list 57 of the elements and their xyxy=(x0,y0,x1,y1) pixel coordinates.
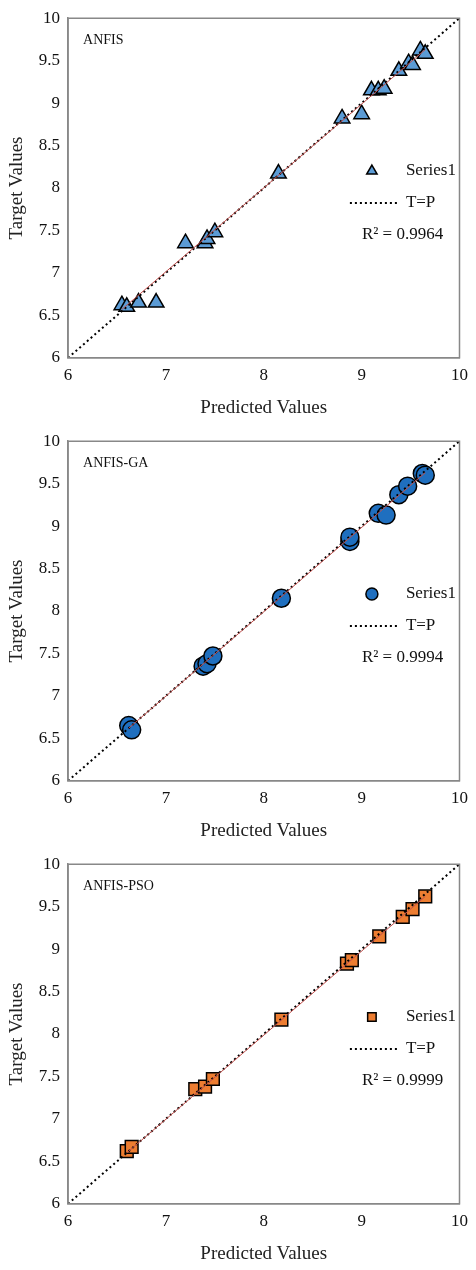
x-axis-title: Predicted Values xyxy=(200,818,328,840)
x-tick-label: 7 xyxy=(161,1211,171,1231)
legend-label: T=P xyxy=(405,192,436,212)
y-tick-label: 9.5 xyxy=(38,50,61,70)
y-tick-label: 6.5 xyxy=(38,727,61,747)
y-tick-label: 9.5 xyxy=(38,896,61,916)
x-tick-label: 8 xyxy=(259,788,269,808)
y-tick-label: 10 xyxy=(43,430,61,450)
y-tick-label: 7 xyxy=(51,262,61,282)
y-tick-label: 7.5 xyxy=(38,1065,61,1085)
y-tick-label: 9 xyxy=(51,515,61,535)
y-tick-label: 7.5 xyxy=(38,642,61,662)
y-tick-label: 9 xyxy=(51,938,61,958)
x-tick-label: 10 xyxy=(451,788,468,808)
legend-label: Series1 xyxy=(405,583,456,603)
x-tick-label: 9 xyxy=(357,788,366,808)
text: ANFIS-GA xyxy=(83,454,150,470)
y-tick-label: 9.5 xyxy=(38,473,61,493)
legend-label: Series1 xyxy=(405,160,456,180)
y-tick-label: 8.5 xyxy=(38,558,61,578)
y-tick-label: 8 xyxy=(51,600,61,620)
x-tick-label: 9 xyxy=(357,1211,366,1231)
y-tick-label: 7 xyxy=(51,1108,61,1128)
y-tick-label: 6 xyxy=(51,1193,61,1213)
x-tick-label: 7 xyxy=(161,365,171,385)
legend-label: Series1 xyxy=(405,1006,456,1026)
y-tick-label: 6 xyxy=(51,347,61,367)
x-tick-label: 10 xyxy=(451,1211,468,1231)
y-tick-label: 6.5 xyxy=(38,1150,61,1170)
y-tick-label: 9 xyxy=(51,92,61,112)
y-tick-label: 8 xyxy=(51,177,61,197)
y-tick-label: 7 xyxy=(51,685,61,705)
annotation: R² = 0.9994 xyxy=(361,647,444,667)
y-axis-title: Target Values xyxy=(5,559,27,663)
y-tick-label: 8.5 xyxy=(38,135,61,155)
x-tick-label: 8 xyxy=(259,365,269,385)
y-axis-title: Target Values xyxy=(5,136,27,240)
x-tick-label: 7 xyxy=(161,788,171,808)
x-axis-title: Predicted Values xyxy=(200,395,328,417)
x-tick-label: 8 xyxy=(259,1211,269,1231)
annotation: R² = 0.9964 xyxy=(361,224,444,244)
y-axis-title: Target Values xyxy=(5,982,27,1086)
y-tick-label: 8.5 xyxy=(38,981,61,1001)
y-tick-label: 6.5 xyxy=(38,304,61,324)
y-tick-label: 10 xyxy=(43,7,61,27)
y-tick-label: 7.5 xyxy=(38,219,61,239)
annotation: R² = 0.9999 xyxy=(361,1070,444,1090)
y-tick-label: 6 xyxy=(51,770,61,790)
legend-label: T=P xyxy=(405,1038,436,1058)
x-tick-label: 10 xyxy=(451,365,468,385)
x-tick-label: 9 xyxy=(357,365,366,385)
y-tick-label: 8 xyxy=(51,1023,61,1043)
y-tick-label: 10 xyxy=(43,853,61,873)
text: ANFIS xyxy=(83,31,124,47)
x-axis-title: Predicted Values xyxy=(200,1241,328,1263)
legend-label: T=P xyxy=(405,615,436,635)
text: ANFIS-PSO xyxy=(83,877,154,893)
